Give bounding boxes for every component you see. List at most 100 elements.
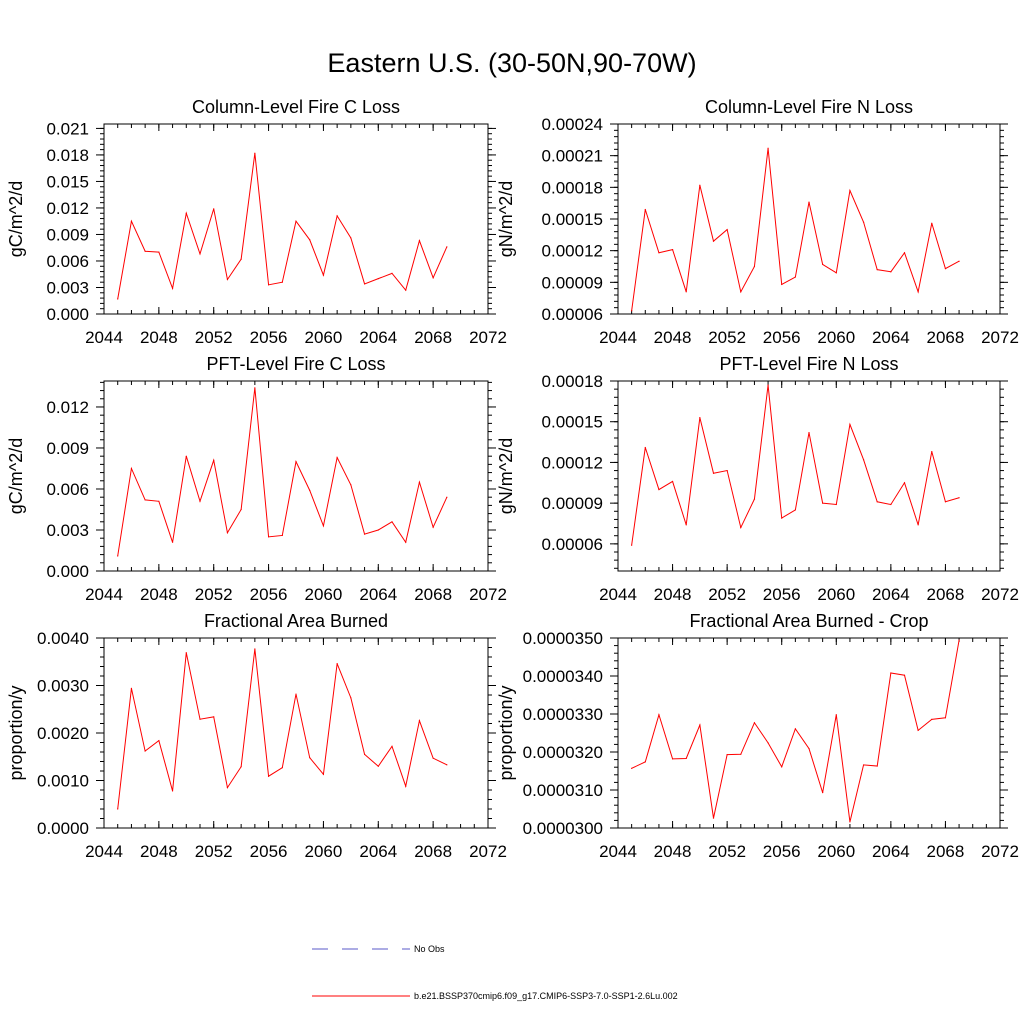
data-point bbox=[958, 260, 960, 262]
data-point bbox=[322, 773, 325, 775]
x-tick-label: 2072 bbox=[981, 585, 1019, 604]
x-tick-label: 2044 bbox=[85, 328, 123, 347]
plot-frame bbox=[617, 123, 1001, 315]
y-tick-label: 0.0000340 bbox=[523, 667, 603, 686]
x-tick-label: 2064 bbox=[872, 585, 910, 604]
chart-title: PFT-Level Fire C Loss bbox=[206, 354, 385, 374]
data-point bbox=[377, 765, 379, 767]
data-point bbox=[958, 639, 960, 641]
x-tick-label: 2072 bbox=[469, 585, 507, 604]
y-tick-label: 0.00018 bbox=[542, 372, 603, 391]
data-point bbox=[767, 384, 769, 386]
data-point bbox=[391, 745, 393, 747]
data-point bbox=[240, 258, 242, 260]
legend-label-run: b.e21.BSSP370cmip6.f09_g17.CMIP6-SSP3-7.… bbox=[414, 991, 678, 1001]
data-point bbox=[281, 767, 283, 769]
data-point bbox=[144, 499, 146, 501]
chart-panel-3: PFT-Level Fire C Loss 2044 2048 2052 2056 206… bbox=[6, 354, 507, 604]
series-line-1 bbox=[631, 148, 960, 311]
data-point bbox=[808, 747, 810, 750]
data-point bbox=[240, 508, 242, 511]
data-point bbox=[849, 423, 851, 426]
data-point bbox=[226, 532, 229, 534]
x-tick-label: 2048 bbox=[654, 585, 692, 604]
y-tick-label: 0.0000 bbox=[37, 819, 89, 838]
x-tick-label: 2056 bbox=[250, 585, 288, 604]
data-point bbox=[822, 263, 824, 265]
data-point bbox=[418, 720, 421, 722]
data-point bbox=[130, 687, 133, 689]
data-point bbox=[903, 674, 906, 676]
chart-panel-2: Column-Level Fire N Loss 2044 2048 2052 2056… bbox=[496, 97, 1019, 347]
data-point bbox=[917, 729, 919, 731]
chart-panel-1: Column-Level Fire C Loss 2044 2048 2052 2056… bbox=[6, 97, 507, 347]
y-tick-label: 0.0030 bbox=[37, 677, 89, 696]
x-tick-label: 2068 bbox=[927, 585, 965, 604]
data-point bbox=[171, 541, 174, 543]
page-title: Eastern U.S. (30-50N,90-70W) bbox=[327, 48, 697, 78]
data-point bbox=[822, 502, 824, 504]
chart-panel-5: Fractional Area Burned 2044 2048 2052 2056 20… bbox=[6, 611, 507, 861]
x-tick-label: 2068 bbox=[414, 585, 452, 604]
y-tick-label: 0.00006 bbox=[542, 535, 603, 554]
data-point bbox=[117, 298, 119, 300]
data-point bbox=[712, 817, 715, 819]
data-point bbox=[671, 249, 674, 251]
data-point bbox=[377, 278, 379, 280]
data-point bbox=[685, 757, 687, 760]
y-tick-label: 0.003 bbox=[46, 278, 89, 297]
x-tick-label: 2052 bbox=[708, 328, 746, 347]
series-line-1 bbox=[631, 640, 960, 823]
data-point bbox=[350, 697, 352, 699]
x-tick-label: 2060 bbox=[305, 585, 343, 604]
data-point bbox=[199, 718, 201, 720]
chart-title: Column-Level Fire C Loss bbox=[192, 97, 400, 117]
data-point bbox=[740, 526, 742, 529]
data-point bbox=[931, 450, 933, 453]
data-point bbox=[753, 722, 756, 724]
x-tick-label: 2072 bbox=[469, 842, 507, 861]
data-point bbox=[405, 541, 407, 543]
data-point bbox=[699, 724, 701, 726]
y-tick-label: 0.006 bbox=[46, 252, 89, 271]
x-tick-label: 2044 bbox=[85, 842, 123, 861]
data-point bbox=[254, 387, 256, 389]
data-point bbox=[740, 753, 742, 755]
data-point bbox=[350, 484, 352, 486]
x-tick-label: 2052 bbox=[708, 842, 746, 861]
data-point bbox=[958, 497, 960, 499]
data-point bbox=[699, 417, 701, 419]
data-point bbox=[726, 469, 728, 472]
data-point bbox=[808, 431, 810, 434]
data-point bbox=[363, 283, 366, 285]
data-point bbox=[931, 718, 933, 720]
x-tick-label: 2048 bbox=[140, 585, 178, 604]
data-point bbox=[391, 272, 393, 274]
y-axis-label: gN/m^2/d bbox=[496, 438, 516, 514]
data-point bbox=[903, 252, 906, 254]
y-tick-label: 0.0000310 bbox=[523, 781, 603, 800]
data-point bbox=[405, 785, 407, 787]
data-point bbox=[185, 212, 187, 214]
data-point bbox=[644, 761, 646, 763]
y-tick-label: 0.00024 bbox=[542, 115, 603, 134]
y-tick-label: 0.0000330 bbox=[523, 705, 603, 724]
x-tick-label: 2052 bbox=[195, 842, 233, 861]
data-point bbox=[185, 652, 187, 654]
x-tick-label: 2044 bbox=[599, 842, 637, 861]
y-tick-label: 0.012 bbox=[46, 398, 89, 417]
chart-title: PFT-Level Fire N Loss bbox=[719, 354, 898, 374]
data-point bbox=[753, 265, 756, 268]
data-point bbox=[699, 184, 701, 186]
x-tick-label: 2072 bbox=[981, 842, 1019, 861]
x-tick-label: 2064 bbox=[359, 585, 397, 604]
series-line-1 bbox=[117, 648, 448, 810]
y-tick-label: 0.00006 bbox=[542, 305, 603, 324]
y-tick-label: 0.0020 bbox=[37, 724, 89, 743]
data-point bbox=[890, 503, 892, 506]
y-axis-label: gN/m^2/d bbox=[496, 181, 516, 257]
data-point bbox=[158, 251, 160, 253]
data-point bbox=[658, 488, 660, 491]
x-tick-label: 2064 bbox=[359, 328, 397, 347]
